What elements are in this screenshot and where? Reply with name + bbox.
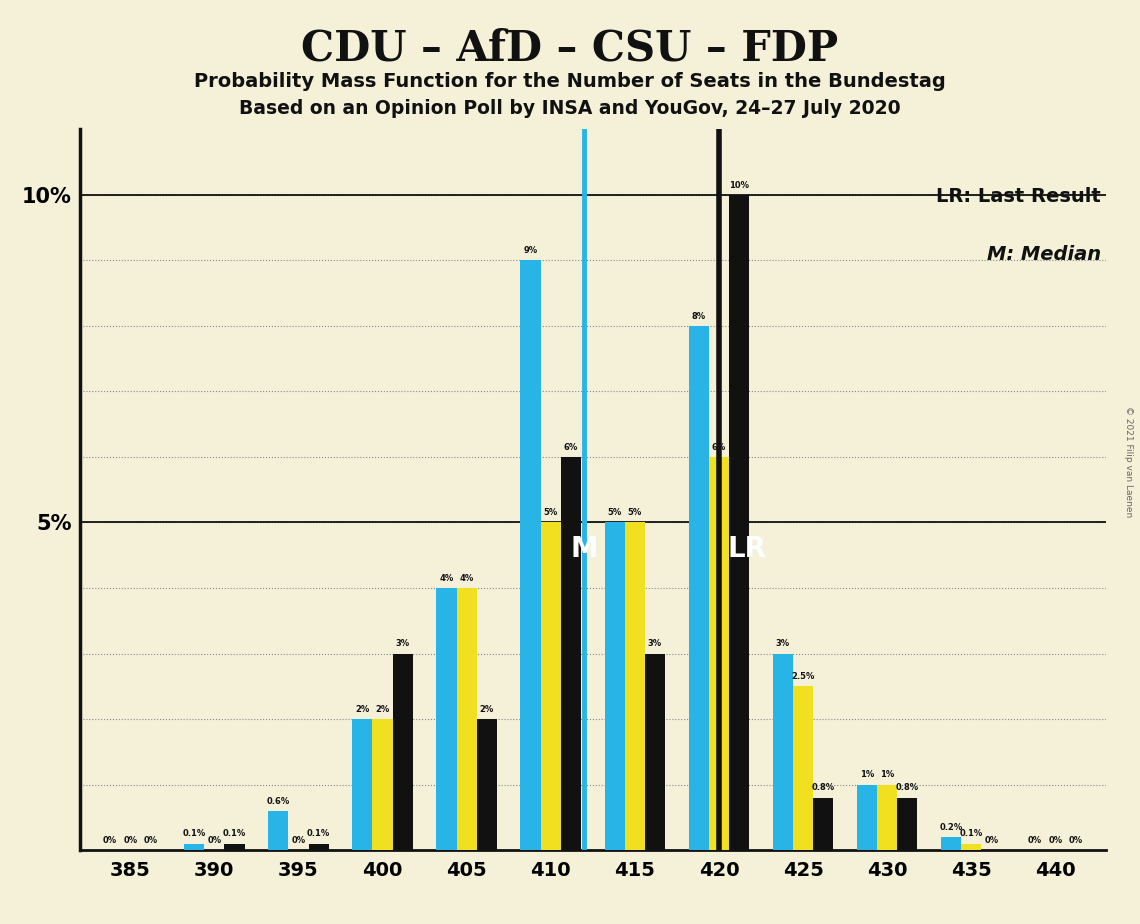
Bar [456, 588, 477, 850]
Bar [773, 653, 793, 850]
Text: 5%: 5% [544, 508, 557, 517]
Bar [813, 797, 833, 850]
Bar [352, 719, 373, 850]
Text: 0.2%: 0.2% [939, 822, 962, 832]
Text: 2%: 2% [356, 705, 369, 714]
Text: 6%: 6% [564, 443, 578, 452]
Bar [373, 719, 392, 850]
Bar [184, 844, 204, 850]
Text: Based on an Opinion Poll by INSA and YouGov, 24–27 July 2020: Based on an Opinion Poll by INSA and You… [239, 99, 901, 118]
Text: LR: Last Result: LR: Last Result [936, 187, 1101, 206]
Bar [604, 522, 625, 850]
Bar [437, 588, 456, 850]
Text: 0%: 0% [103, 836, 117, 845]
Text: 0.1%: 0.1% [223, 829, 246, 838]
Bar [392, 653, 413, 850]
Bar [477, 719, 497, 850]
Bar [897, 797, 918, 850]
Text: 1%: 1% [860, 771, 874, 779]
Text: 4%: 4% [439, 574, 454, 583]
Text: 0%: 0% [123, 836, 137, 845]
Bar [877, 784, 897, 850]
Bar [521, 261, 540, 850]
Text: 2.5%: 2.5% [791, 672, 815, 681]
Bar [793, 687, 813, 850]
Bar [857, 784, 877, 850]
Text: 5%: 5% [628, 508, 642, 517]
Text: 3%: 3% [648, 639, 662, 649]
Text: LR: LR [727, 535, 766, 563]
Bar [645, 653, 665, 850]
Bar [940, 837, 961, 850]
Text: CDU – AfD – CSU – FDP: CDU – AfD – CSU – FDP [301, 28, 839, 69]
Text: 8%: 8% [692, 311, 706, 321]
Text: 2%: 2% [375, 705, 390, 714]
Bar [625, 522, 645, 850]
Text: 0.6%: 0.6% [267, 796, 290, 806]
Bar [709, 457, 730, 850]
Bar [961, 844, 982, 850]
Text: 0%: 0% [144, 836, 157, 845]
Bar [561, 457, 581, 850]
Text: M: Median: M: Median [986, 245, 1101, 263]
Text: 0%: 0% [292, 836, 306, 845]
Text: 0.8%: 0.8% [812, 784, 834, 793]
Bar [730, 195, 749, 850]
Text: 0%: 0% [1049, 836, 1062, 845]
Text: 0%: 0% [1068, 836, 1083, 845]
Bar [268, 810, 288, 850]
Text: 0.1%: 0.1% [182, 829, 206, 838]
Text: 0.1%: 0.1% [960, 829, 983, 838]
Text: 6%: 6% [711, 443, 726, 452]
Text: 3%: 3% [396, 639, 409, 649]
Text: 0%: 0% [207, 836, 221, 845]
Text: 3%: 3% [776, 639, 790, 649]
Text: M: M [571, 535, 598, 563]
Text: 4%: 4% [459, 574, 474, 583]
Text: 0%: 0% [1028, 836, 1042, 845]
Text: 1%: 1% [880, 771, 894, 779]
Text: 5%: 5% [608, 508, 621, 517]
Text: © 2021 Filip van Laenen: © 2021 Filip van Laenen [1124, 407, 1133, 517]
Text: Probability Mass Function for the Number of Seats in the Bundestag: Probability Mass Function for the Number… [194, 72, 946, 91]
Bar [225, 844, 245, 850]
Text: 0.8%: 0.8% [896, 784, 919, 793]
Text: 10%: 10% [730, 180, 749, 189]
Bar [540, 522, 561, 850]
Text: 0.1%: 0.1% [307, 829, 331, 838]
Text: 9%: 9% [523, 246, 538, 255]
Text: 2%: 2% [480, 705, 494, 714]
Bar [689, 326, 709, 850]
Text: 0%: 0% [984, 836, 999, 845]
Bar [309, 844, 328, 850]
